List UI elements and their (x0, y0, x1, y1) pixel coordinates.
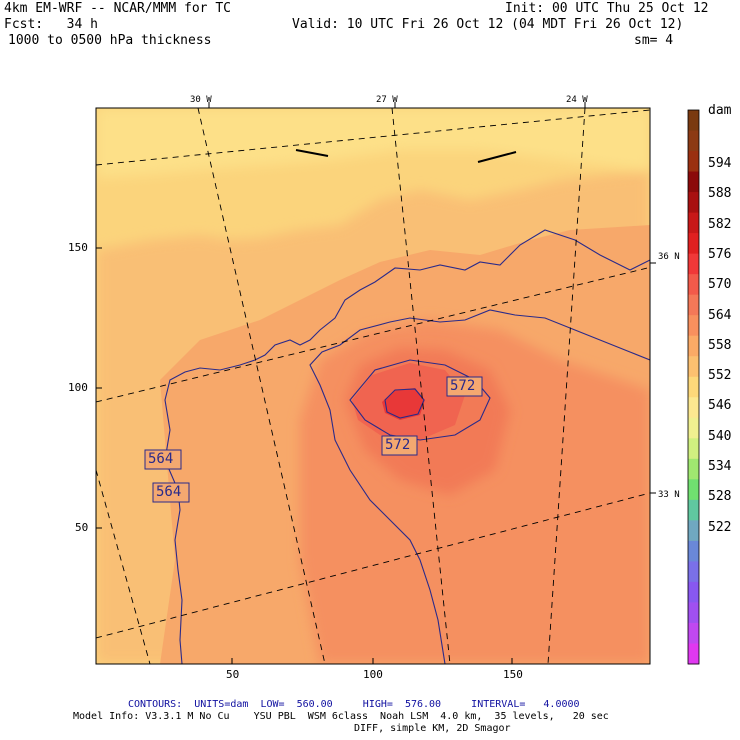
colorbar-label: 522 (708, 519, 732, 535)
init-time: Init: 00 UTC Thu 25 Oct 12 (505, 1, 709, 16)
colorbar-swatch (688, 294, 699, 316)
axis-ticks (96, 102, 656, 664)
contour-label-boxes (144, 376, 483, 503)
contour-label-572-east: 572 (450, 378, 476, 394)
lon-label-27w: 27 W (376, 95, 398, 105)
valid-time: Valid: 10 UTC Fri 26 Oct 12 (04 MDT Fri … (292, 17, 684, 32)
colorbar-swatch (688, 602, 699, 624)
colorbar-swatch (688, 397, 699, 419)
colorbar-swatch (688, 192, 699, 214)
contour-label-564-lower: 564 (156, 484, 182, 500)
lat-label-36n: 36 N (658, 252, 680, 262)
colorbar-label: 582 (708, 216, 732, 232)
colorbar-swatch (688, 253, 699, 275)
model-info-2: DIFF, simple KM, 2D Smagor (354, 723, 511, 734)
colorbar-swatch (688, 561, 699, 583)
contours-info: CONTOURS: UNITS=dam LOW= 560.00 HIGH= 57… (128, 699, 580, 710)
graticule (96, 108, 650, 664)
colorbar-swatch (688, 499, 699, 521)
wind-barbs (295, 149, 517, 163)
colorbar-unit: dam (708, 103, 732, 118)
colorbar-swatch (688, 438, 699, 460)
colorbar-swatch (688, 171, 699, 193)
lon-label-30w: 30 W (190, 95, 212, 105)
colorbar-label: 540 (708, 428, 732, 444)
colorbar-swatch (688, 376, 699, 398)
colorbar-swatch (688, 315, 699, 337)
model-info: Model Info: V3.3.1 M No Cu YSU PBL WSM 6… (73, 711, 609, 722)
colorbar-swatch (688, 274, 699, 296)
lat-label-33n: 33 N (658, 490, 680, 500)
colorbar-swatch (688, 479, 699, 501)
colorbar-label: 576 (708, 246, 732, 262)
model-title: 4km EM-WRF -- NCAR/MMM for TC (4, 1, 231, 16)
smoothing: sm= 4 (634, 33, 674, 48)
colorbar-swatch (688, 643, 699, 665)
colorbar-swatch (688, 110, 699, 132)
contour-label-572-south: 572 (385, 437, 411, 453)
colorbar-swatch (688, 458, 699, 480)
colorbar-swatch (688, 151, 699, 173)
y-tick-50: 50 (75, 521, 89, 534)
forecast-hour: Fcst: 34 h (4, 17, 98, 32)
colorbar-label: 534 (708, 459, 732, 474)
field-name: 1000 to 0500 hPa thickness (8, 33, 212, 48)
colorbar-swatch (688, 335, 699, 357)
colorbar-swatch (688, 622, 699, 644)
y-tick-100: 100 (68, 381, 88, 394)
colorbar-swatch (688, 212, 699, 234)
colorbar-label: 558 (708, 337, 732, 353)
colorbar-swatch (688, 356, 699, 378)
x-tick-150: 150 (503, 668, 523, 681)
colorbar-swatch (688, 233, 699, 255)
colorbar-label: 594 (708, 156, 732, 171)
colorbar-swatch (688, 417, 699, 439)
colorbar-swatch (688, 520, 699, 542)
colorbar-label: 570 (708, 277, 732, 293)
x-tick-50: 50 (226, 668, 240, 681)
x-tick-100: 100 (363, 668, 383, 681)
lon-label-24w: 24 W (566, 95, 588, 105)
colorbar-label: 588 (708, 186, 732, 202)
colorbar-swatch (688, 581, 699, 603)
colorbar-swatch (688, 130, 699, 152)
contour-label-564-upper: 564 (148, 451, 174, 467)
colorbar-label: 564 (708, 307, 732, 323)
colorbar-label: 552 (708, 368, 732, 384)
colorbar-label: 528 (708, 489, 732, 505)
y-tick-150: 150 (68, 241, 88, 254)
colorbar-swatch (688, 540, 699, 562)
colorbar-label: 546 (708, 398, 732, 414)
colorbar (687, 109, 700, 665)
thickness-field (96, 108, 650, 664)
